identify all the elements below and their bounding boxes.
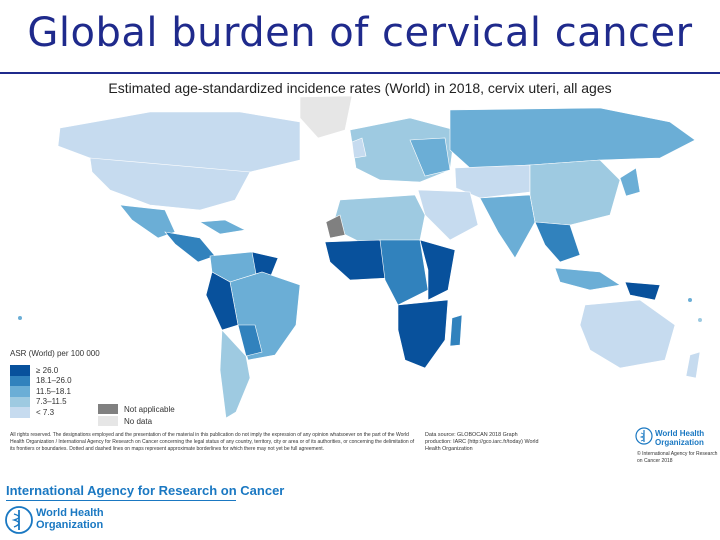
region-pacific-island [698, 318, 702, 322]
region-pacific-island [18, 316, 22, 320]
legend-label: ≥ 26.0 [36, 365, 59, 375]
region-eastern-europe [409, 137, 451, 177]
iarc-name: International Agency for Research on Can… [6, 483, 285, 498]
region-caribbean [199, 219, 246, 235]
legend-swatch [10, 407, 30, 418]
legend-label: 7.3–11.5 [36, 397, 67, 407]
legend-swatch [98, 416, 118, 426]
legend-item: ≥ 26.0 [10, 365, 72, 376]
region-south-asia [479, 194, 536, 259]
region-greenland [299, 95, 353, 139]
region-pacific-island [688, 298, 692, 302]
region-china [529, 159, 621, 226]
legend-label: 18.1–26.0 [36, 376, 72, 386]
region-west-africa [324, 239, 389, 281]
region-brazil [229, 271, 301, 361]
region-australia [579, 299, 676, 369]
title-divider [0, 72, 720, 74]
region-usa [89, 157, 251, 211]
map-disclaimer: All rights reserved. The designations em… [10, 432, 415, 453]
legend-item: < 7.3 [10, 407, 72, 418]
legend: ≥ 26.0 18.1–26.0 11.5–18.1 7.3–11.5 < 7.… [10, 365, 72, 418]
data-source: Data source: GLOBOCAN 2018 Graph product… [425, 432, 539, 453]
who-emblem-icon [5, 506, 33, 534]
legend-label: Not applicable [124, 404, 175, 414]
world-incidence-map [18, 95, 702, 419]
region-southern-cone [219, 329, 251, 419]
legend-swatch [10, 365, 30, 376]
region-mexico [119, 204, 176, 239]
region-madagascar [449, 314, 463, 347]
region-north-africa [331, 194, 426, 243]
legend-swatch [10, 375, 30, 386]
copyright: © International Agency for Research on C… [637, 451, 718, 464]
region-japan [619, 167, 641, 197]
region-peru-bolivia [205, 271, 239, 331]
region-central-asia [454, 164, 531, 199]
region-png [624, 281, 661, 301]
region-indonesia [554, 267, 621, 291]
who-logo-name: World Health Organization [36, 507, 104, 531]
region-paraguay [237, 324, 263, 357]
region-russia [449, 107, 696, 169]
who-emblem-icon [635, 427, 653, 445]
region-southeast-asia [534, 221, 581, 263]
legend-special: Not applicable No data [98, 403, 175, 427]
legend-title: ASR (World) per 100 000 [10, 349, 100, 358]
who-name: World Health Organization [655, 429, 705, 447]
legend-item: No data [98, 415, 175, 427]
region-middle-east [417, 189, 479, 241]
region-central-america [164, 231, 216, 263]
region-southern-africa [397, 299, 449, 369]
legend-swatch [10, 386, 30, 397]
legend-label: No data [124, 416, 153, 426]
legend-item: 18.1–26.0 [10, 375, 72, 386]
region-central-africa [379, 239, 429, 306]
region-western-sahara [325, 214, 346, 239]
legend-label: 11.5–18.1 [36, 386, 71, 396]
map-title: Estimated age-standardized incidence rat… [108, 80, 612, 96]
region-new-zealand [685, 351, 701, 379]
legend-swatch [10, 396, 30, 407]
legend-swatch [98, 404, 118, 414]
legend-item: Not applicable [98, 403, 175, 415]
iarc-divider [6, 500, 236, 501]
legend-label: < 7.3 [36, 407, 55, 417]
legend-item: 11.5–18.1 [10, 386, 72, 397]
region-east-africa [419, 239, 456, 301]
legend-item: 7.3–11.5 [10, 396, 72, 407]
region-uk [351, 137, 367, 159]
slide-title: Global burden of cervical cancer [27, 10, 693, 56]
